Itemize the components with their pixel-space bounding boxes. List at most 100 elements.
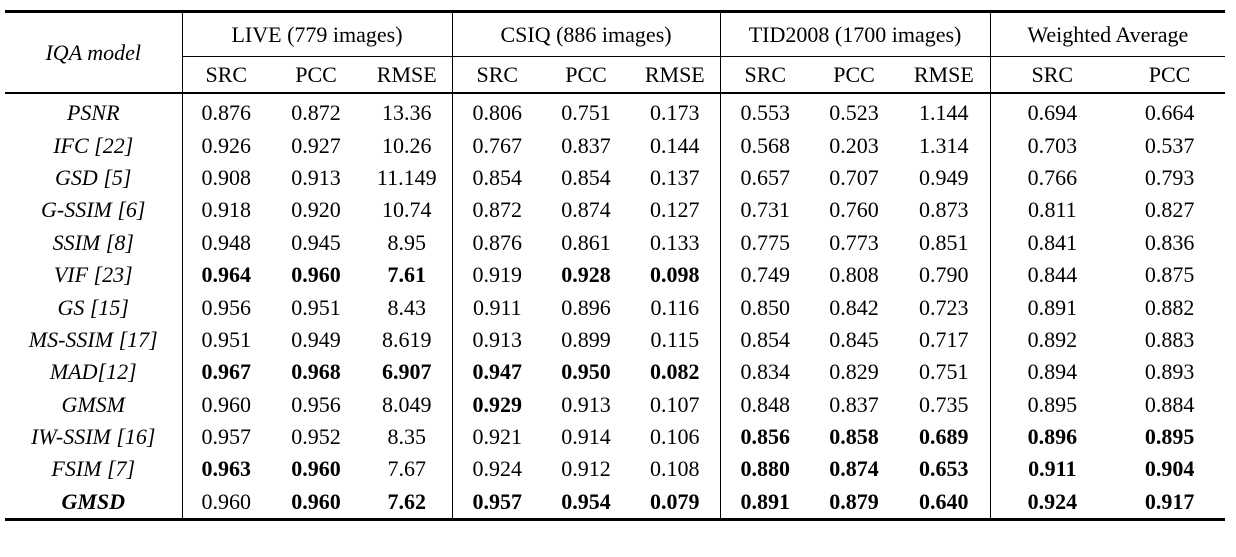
subheader-tid2008-rmse: RMSE [898, 56, 991, 94]
value-cell: 0.845 [829, 326, 879, 352]
value-cell: 0.203 [829, 132, 879, 158]
group-header-weighted-average: Weighted Average [990, 11, 1226, 57]
value-cell: 1.314 [898, 129, 991, 162]
table-row: FSIM [7] 0.963 0.960 7.67 0.924 0.912 0.108 0.8… [5, 453, 1225, 486]
value-cell: 13.36 [362, 93, 453, 130]
value-cell: 1.144 [898, 93, 991, 130]
subheader-tid2008-pcc: PCC [810, 56, 899, 94]
table-row: SSIM [8] 0.948 0.945 8.95 0.876 0.861 0.133 0.7… [5, 226, 1225, 259]
table-row: IFC [22] 0.926 0.927 10.26 0.767 0.837 0.144 0.… [5, 129, 1225, 162]
value-cell: 11.149 [362, 161, 453, 195]
value-cell: 0.837 [829, 391, 879, 417]
model-name-cell: GMSM [5, 388, 183, 421]
value-cell: 0.854 [740, 326, 791, 352]
value-cell: 0.106 [630, 420, 721, 454]
value-cell: 0.854 [561, 164, 611, 190]
value-cell: 0.127 [630, 194, 721, 227]
value-cell: 0.924 [1027, 488, 1078, 514]
value-cell: 0.640 [898, 485, 991, 520]
value-cell: 0.952 [291, 424, 341, 450]
value-cell: 0.913 [472, 326, 523, 352]
value-cell: 0.960 [291, 262, 341, 288]
value-cell: 8.95 [362, 226, 453, 259]
value-cell: 0.851 [898, 226, 991, 259]
subheader-live-src: SRC [182, 56, 270, 94]
value-cell: 0.883 [1144, 326, 1195, 352]
value-cell: 8.43 [362, 291, 453, 324]
value-cell: 0.842 [829, 294, 879, 320]
value-cell: 0.856 [740, 424, 791, 450]
group-header-csiq: CSIQ (886 images) [452, 11, 721, 57]
header-row-metrics: SRC PCC RMSE SRC PCC RMSE SRC PCC RMSE S… [5, 56, 1226, 94]
value-cell: 0.956 [201, 294, 252, 320]
value-cell: 0.921 [472, 424, 523, 450]
value-cell: 0.694 [1027, 100, 1078, 126]
model-name-cell: GS [15] [5, 291, 183, 324]
table-body: PSNR 0.876 0.872 13.36 0.806 0.751 0.173 0.553 0… [5, 93, 1225, 520]
model-header: IQA model [5, 11, 183, 94]
value-cell: 0.523 [829, 100, 879, 126]
value-cell: 0.703 [1027, 132, 1078, 158]
value-cell: 0.872 [472, 197, 523, 223]
value-cell: 0.894 [1027, 359, 1078, 385]
model-name-cell: IW-SSIM [16] [5, 420, 183, 454]
value-cell: 0.731 [740, 197, 791, 223]
value-cell: 0.137 [630, 161, 721, 195]
value-cell: 0.766 [1027, 164, 1078, 190]
value-cell: 0.653 [898, 453, 991, 486]
value-cell: 0.913 [561, 391, 611, 417]
table-row: MAD[12] 0.967 0.968 6.907 0.947 0.950 0.082 0.8… [5, 356, 1225, 389]
value-cell: 0.893 [1144, 359, 1195, 385]
group-header-tid2008: TID2008 (1700 images) [720, 11, 991, 57]
subheader-weighted-pcc: PCC [1114, 56, 1226, 94]
value-cell: 0.873 [898, 194, 991, 227]
model-name-cell: MS-SSIM [17] [5, 323, 183, 357]
value-cell: 0.913 [291, 164, 341, 190]
value-cell: 0.689 [898, 420, 991, 454]
value-cell: 0.911 [472, 294, 522, 320]
value-cell: 0.912 [561, 456, 611, 482]
value-cell: 0.082 [630, 356, 721, 389]
table-row: MS-SSIM [17] 0.951 0.949 8.619 0.913 0.899 0.1… [5, 323, 1225, 357]
value-cell: 0.861 [561, 229, 611, 255]
model-name-cell: GSD [5] [5, 161, 183, 195]
value-cell: 0.553 [740, 100, 791, 126]
value-cell: 0.874 [561, 197, 611, 223]
value-cell: 0.880 [740, 456, 791, 482]
value-cell: 0.927 [291, 132, 341, 158]
value-cell: 0.875 [1144, 262, 1195, 288]
value-cell: 7.61 [362, 258, 453, 292]
value-cell: 0.957 [201, 424, 252, 450]
value-cell: 0.929 [472, 391, 523, 417]
value-cell: 0.751 [561, 100, 611, 126]
value-cell: 0.957 [472, 488, 523, 514]
model-name-cell: IFC [22] [5, 129, 183, 162]
value-cell: 0.947 [472, 359, 523, 385]
value-cell: 0.884 [1144, 391, 1195, 417]
value-cell: 0.841 [1027, 229, 1078, 255]
value-cell: 0.914 [561, 424, 611, 450]
value-cell: 0.896 [1027, 424, 1078, 450]
table-row: PSNR 0.876 0.872 13.36 0.806 0.751 0.173 0.553 0… [5, 93, 1225, 130]
subheader-tid2008-src: SRC [720, 56, 811, 94]
value-cell: 0.876 [201, 100, 252, 126]
value-cell: 8.35 [362, 420, 453, 454]
value-cell: 0.806 [472, 100, 523, 126]
subheader-csiq-rmse: RMSE [630, 56, 721, 94]
value-cell: 0.904 [1144, 456, 1195, 482]
value-cell: 0.911 [1028, 456, 1077, 482]
value-cell: 0.834 [740, 359, 791, 385]
value-cell: 0.811 [1027, 197, 1077, 223]
value-cell: 0.917 [1144, 488, 1195, 514]
value-cell: 0.848 [740, 391, 791, 417]
value-cell: 0.918 [201, 197, 252, 223]
iqa-comparison-table: IQA model LIVE (779 images) CSIQ (886 im… [5, 10, 1226, 522]
value-cell: 0.926 [201, 132, 252, 158]
model-name-cell: MAD[12] [5, 356, 183, 389]
table-row: VIF [23] 0.964 0.960 7.61 0.919 0.928 0.098 0.7… [5, 258, 1225, 292]
value-cell: 0.891 [740, 488, 791, 514]
value-cell: 0.790 [898, 258, 991, 292]
value-cell: 0.968 [291, 359, 341, 385]
value-cell: 0.892 [1027, 326, 1078, 352]
value-cell: 8.619 [362, 323, 453, 357]
